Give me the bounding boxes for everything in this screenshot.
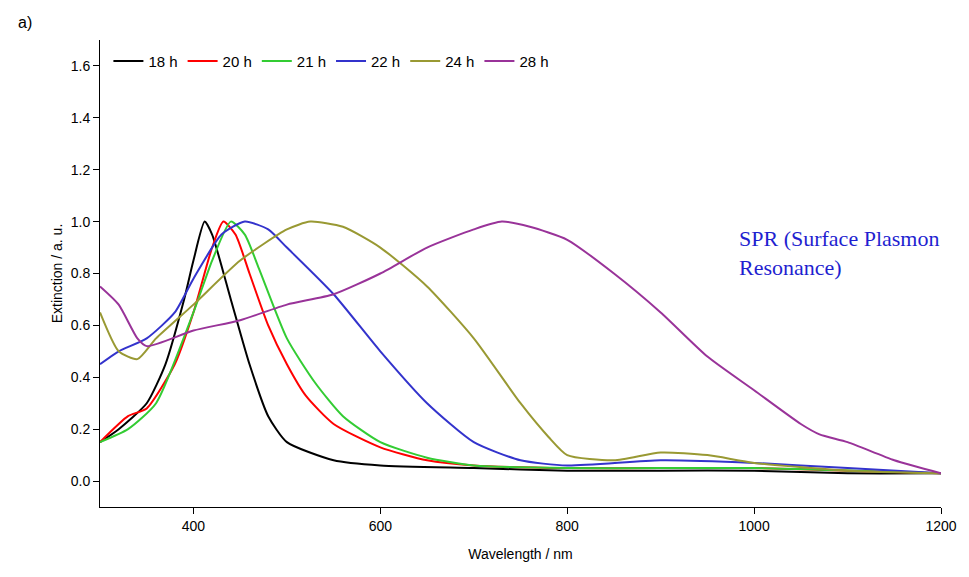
svg-text:18 h: 18 h — [148, 53, 177, 70]
svg-text:0.4: 0.4 — [71, 369, 91, 385]
svg-text:1.2: 1.2 — [71, 162, 91, 178]
svg-text:20 h: 20 h — [223, 53, 252, 70]
svg-text:28 h: 28 h — [519, 53, 548, 70]
svg-text:22 h: 22 h — [371, 53, 400, 70]
svg-text:600: 600 — [369, 518, 393, 534]
svg-text:1.0: 1.0 — [71, 214, 91, 230]
svg-text:SPR (Surface PlasmonResonance): SPR (Surface PlasmonResonance) — [739, 226, 939, 280]
svg-text:800: 800 — [556, 518, 580, 534]
svg-text:a): a) — [18, 14, 32, 31]
svg-text:1000: 1000 — [739, 518, 770, 534]
svg-text:Extinction / a. u.: Extinction / a. u. — [49, 224, 65, 324]
svg-text:0.2: 0.2 — [71, 421, 91, 437]
svg-text:21 h: 21 h — [297, 53, 326, 70]
svg-text:400: 400 — [182, 518, 206, 534]
svg-text:0.6: 0.6 — [71, 317, 91, 333]
svg-text:1200: 1200 — [925, 518, 956, 534]
svg-text:1.4: 1.4 — [71, 110, 91, 126]
svg-text:Wavelength / nm: Wavelength / nm — [468, 546, 573, 562]
svg-text:0.0: 0.0 — [71, 473, 91, 489]
svg-text:0.8: 0.8 — [71, 265, 91, 281]
svg-text:1.6: 1.6 — [71, 58, 91, 74]
svg-text:24 h: 24 h — [445, 53, 474, 70]
